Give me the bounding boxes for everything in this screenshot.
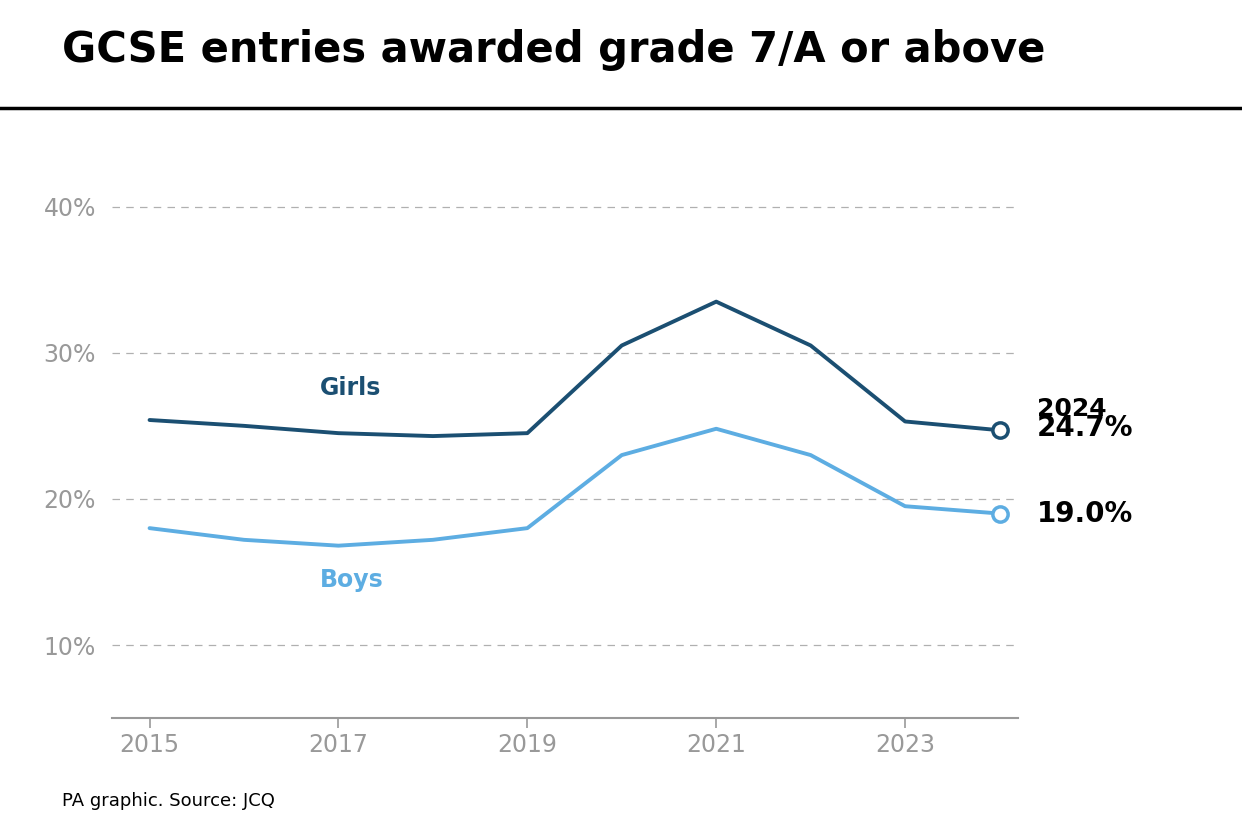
Text: Girls: Girls	[319, 376, 381, 400]
Text: Boys: Boys	[319, 568, 384, 591]
Text: 24.7%: 24.7%	[1037, 413, 1134, 442]
Text: 19.0%: 19.0%	[1037, 499, 1133, 528]
Text: 2024: 2024	[1037, 397, 1107, 422]
Text: GCSE entries awarded grade 7/A or above: GCSE entries awarded grade 7/A or above	[62, 29, 1046, 71]
Text: PA graphic. Source: JCQ: PA graphic. Source: JCQ	[62, 792, 274, 810]
